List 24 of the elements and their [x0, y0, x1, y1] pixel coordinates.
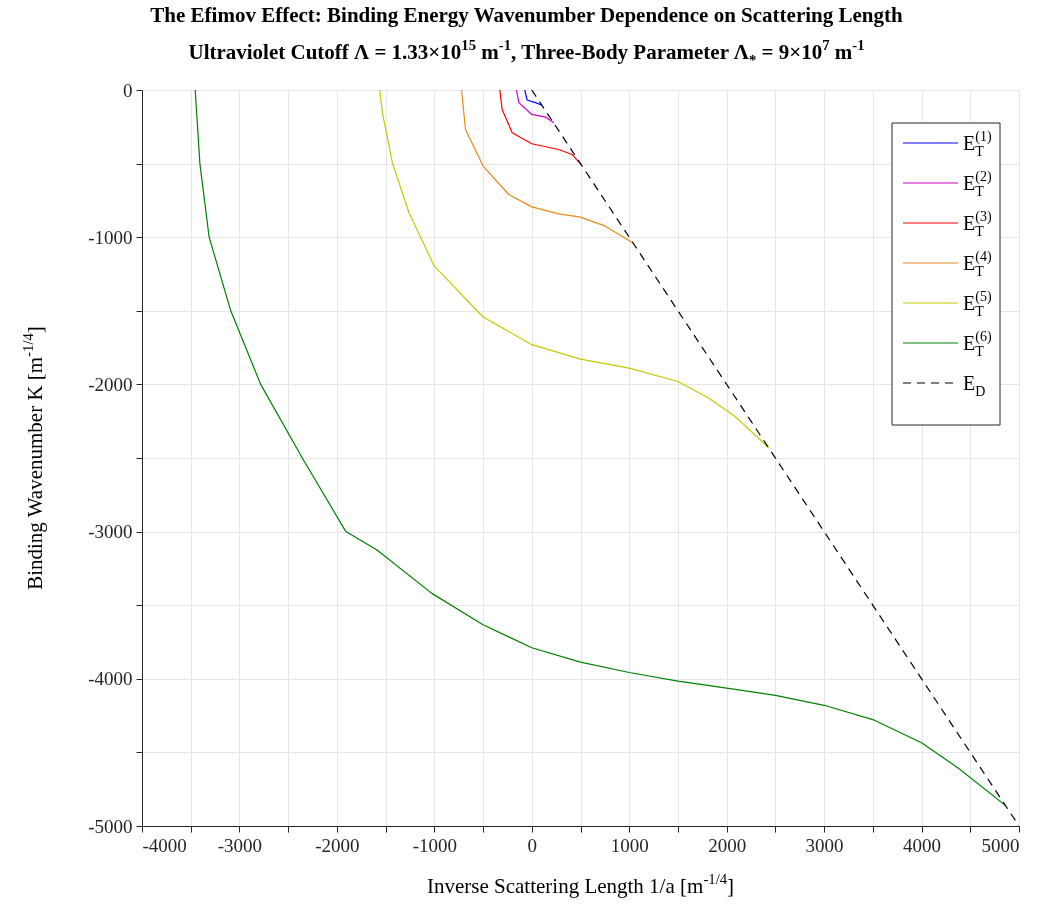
x-tick-label: 2000 [708, 834, 747, 856]
y-axis-title: Binding Wavenumber K [m-1/4] [19, 326, 47, 590]
x-tick-label: -3000 [217, 834, 263, 856]
x-tick-label: -4000 [142, 834, 187, 856]
x-tick-label: 3000 [805, 834, 844, 856]
y-tick-label: -4000 [88, 668, 133, 690]
x-tick-label: 4000 [903, 834, 942, 856]
line-series [515, 90, 555, 124]
line-series [194, 90, 1006, 806]
y-tick-label: 0 [123, 79, 133, 101]
line-series [499, 90, 583, 166]
chart-title: The Efimov Effect: Binding Energy Wavenumber Dependence on Scattering Length [150, 3, 903, 27]
x-tick-label: -2000 [315, 834, 360, 856]
x-tick-label: -1000 [412, 834, 457, 856]
line-series [524, 90, 543, 106]
y-tick-label: -3000 [88, 521, 133, 543]
y-tick-label: -2000 [88, 373, 133, 395]
y-tick-label: -5000 [88, 815, 133, 837]
line-series [379, 90, 770, 449]
y-tick-label: -1000 [88, 226, 133, 248]
x-tick-label: 1000 [610, 834, 649, 856]
line-series [460, 90, 634, 244]
x-tick-label: 5000 [981, 834, 1020, 856]
x-tick-label: 0 [527, 834, 538, 856]
